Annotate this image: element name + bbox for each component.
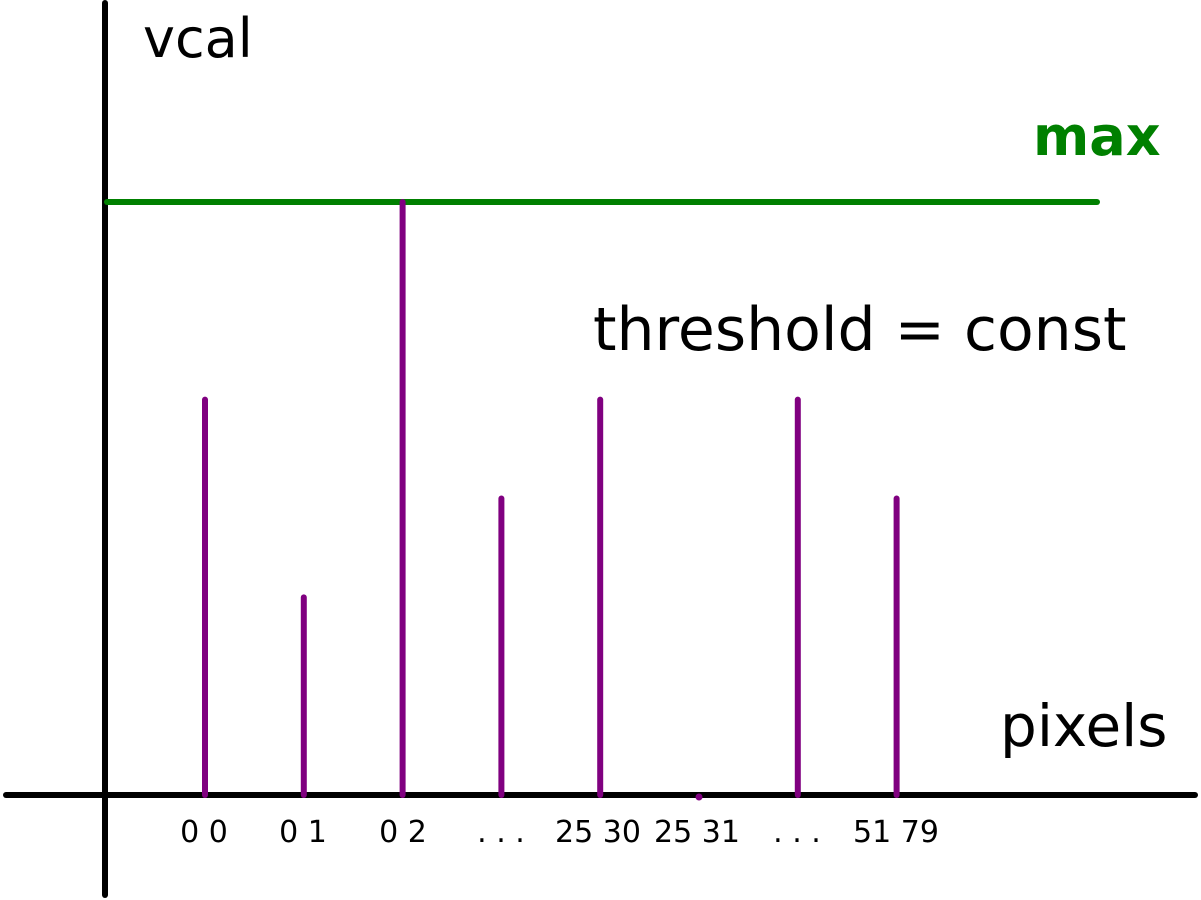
bar-5 xyxy=(695,793,703,801)
tick-label-4: 25 30 xyxy=(555,815,641,850)
tick-label-0: 0 0 xyxy=(180,815,228,850)
tick-label-3: . . . xyxy=(477,815,525,850)
tick-label-2: 0 2 xyxy=(379,815,427,850)
x-axis-label: pixels xyxy=(1000,692,1168,760)
tick-label-5: 25 31 xyxy=(654,815,740,850)
tick-labels-group: 0 0 0 1 0 2 . . . 25 30 25 31 . . . 51 79 xyxy=(180,815,939,850)
y-axis-label: vcal xyxy=(143,7,253,70)
bars-group xyxy=(202,199,900,801)
max-label: max xyxy=(1033,105,1161,168)
threshold-annotation: threshold = const xyxy=(593,295,1127,365)
tick-label-7: 51 79 xyxy=(853,815,939,850)
tick-label-6: . . . xyxy=(773,815,821,850)
tick-label-1: 0 1 xyxy=(279,815,327,850)
